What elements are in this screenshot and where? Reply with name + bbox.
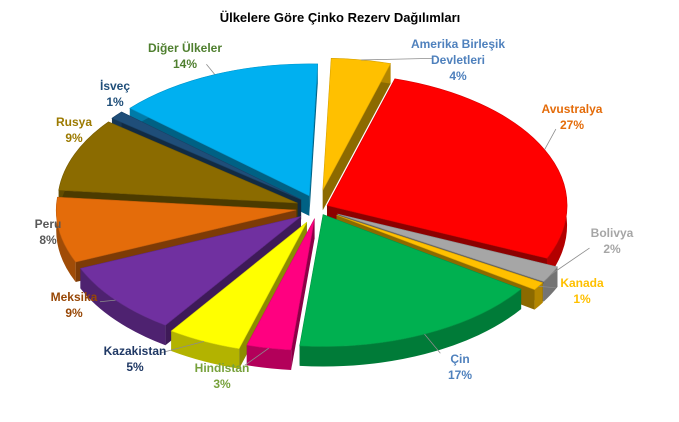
- slice-name: Bolivya: [591, 226, 634, 240]
- slice-percent: 5%: [126, 360, 144, 374]
- slice-percent: 9%: [65, 131, 83, 145]
- slice-name: Avustralya: [542, 102, 603, 116]
- slice-label: Meksika 9%: [51, 290, 98, 320]
- leader-line: [206, 63, 216, 75]
- leader-line: [538, 285, 557, 289]
- slice-wall: [291, 218, 315, 370]
- slice-percent: 2%: [603, 242, 621, 256]
- pie-slice: [170, 221, 308, 350]
- slice-label: Çin 17%: [448, 352, 472, 382]
- slice-rim: [56, 197, 76, 283]
- slice-wall: [322, 63, 391, 211]
- slice-label: Peru 8%: [35, 217, 62, 247]
- slice-percent: 9%: [65, 306, 83, 320]
- pie-slice: [111, 111, 302, 200]
- slice-percent: 27%: [560, 118, 584, 132]
- slice-rim: [80, 268, 166, 346]
- slice-name: Çin: [450, 352, 469, 366]
- slice-percent: 3%: [213, 377, 231, 391]
- pie-slice: [326, 78, 568, 259]
- slice-name: Hindistan: [195, 361, 250, 375]
- leader-lines: [99, 57, 590, 366]
- slice-name: Diğer Ülkeler: [148, 40, 222, 55]
- pie-slice: [79, 216, 302, 326]
- slice-name: Kazakistan: [104, 344, 167, 358]
- slice-label: Rusya 9%: [56, 115, 92, 145]
- leader-line: [160, 340, 205, 354]
- leader-line: [544, 128, 557, 150]
- slice-name: İsveç: [100, 78, 130, 93]
- pie-slice: [58, 121, 298, 204]
- slice-percent: 4%: [449, 69, 467, 83]
- slice-label: Amerika Birleşik Devletleri 4%: [411, 37, 505, 83]
- slice-name: Meksika: [51, 290, 98, 304]
- slice-label: Bolivya 2%: [591, 226, 634, 256]
- pie-slice: [336, 214, 544, 291]
- leader-line: [550, 247, 590, 275]
- pie-slice: [129, 63, 319, 197]
- slice-percent: 8%: [39, 233, 57, 247]
- slice-name: Peru: [35, 217, 62, 231]
- slice-label: Kanada 1%: [560, 276, 604, 306]
- pie-slice: [322, 58, 392, 191]
- slice-name: Kanada: [560, 276, 604, 290]
- slice-label: Avustralya 27%: [542, 102, 603, 132]
- slice-label: Kazakistan 5%: [104, 344, 167, 374]
- slice-wall: [309, 63, 318, 216]
- leader-line: [244, 347, 270, 366]
- slice-percent: 1%: [106, 95, 124, 109]
- slice-percent: 1%: [573, 292, 591, 306]
- slice-percent: 14%: [173, 57, 197, 71]
- slice-label: Hindistan 3%: [195, 361, 250, 391]
- slice-labels: Amerika Birleşik Devletleri 4% Avustralya 27…: [35, 37, 634, 391]
- slice-rim: [299, 289, 522, 367]
- slice-label: Diğer Ülkeler 14%: [148, 40, 222, 71]
- leader-line: [361, 57, 433, 61]
- slice-label: İsveç 1%: [100, 78, 130, 109]
- slice-name: Rusya: [56, 115, 92, 129]
- slice-rim: [534, 282, 543, 310]
- pie-tops: [55, 58, 568, 351]
- slice-name: Devletleri: [431, 53, 485, 67]
- pie-slice: [55, 196, 297, 263]
- leader-line: [99, 299, 116, 303]
- leader-line: [424, 333, 441, 354]
- slice-name: Amerika Birleşik: [411, 37, 505, 51]
- slice-rim: [246, 345, 292, 370]
- slice-rim: [171, 331, 240, 369]
- pie-slice: [299, 214, 522, 347]
- slice-percent: 17%: [448, 368, 472, 382]
- slice-rim: [543, 266, 558, 302]
- chart-title: Ülkelere Göre Çinko Rezerv Dağılımları: [220, 10, 461, 25]
